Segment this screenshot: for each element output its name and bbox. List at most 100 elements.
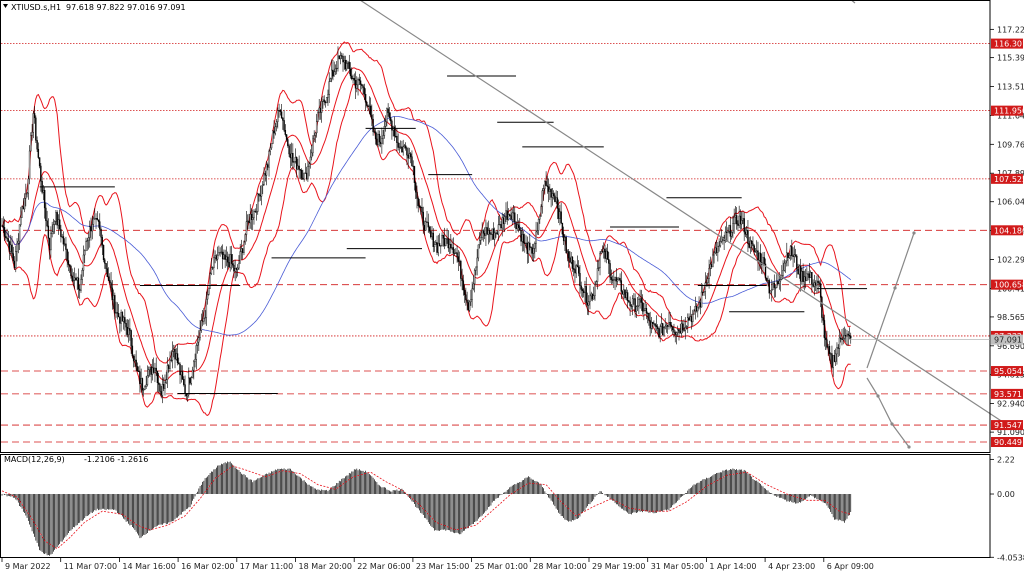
candle-body bbox=[165, 379, 167, 384]
candle-body bbox=[87, 237, 90, 241]
candle-body bbox=[529, 242, 531, 248]
candle-body bbox=[89, 226, 91, 238]
candle-body bbox=[259, 194, 261, 197]
candle-body bbox=[8, 241, 11, 252]
candle-body bbox=[615, 277, 618, 282]
level-tag-label: 95.054 bbox=[994, 367, 1022, 376]
candle-body bbox=[675, 332, 678, 335]
x-tick-label: 14 Mar 16:00 bbox=[122, 562, 175, 571]
candle-body bbox=[205, 298, 208, 318]
macd-indicator-name: MACD(12,26,9) bbox=[4, 455, 65, 464]
chevron-down-icon[interactable] bbox=[3, 4, 8, 8]
candle-body bbox=[372, 118, 374, 133]
level-tag-label: 90.449 bbox=[994, 438, 1022, 447]
candle-body bbox=[244, 234, 246, 243]
candle-body bbox=[430, 231, 432, 238]
candle-body bbox=[534, 243, 536, 249]
candle-body bbox=[530, 247, 532, 249]
candle-body bbox=[373, 131, 376, 133]
candle-body bbox=[818, 282, 821, 284]
candle-body bbox=[70, 266, 72, 277]
candle-body bbox=[249, 213, 251, 224]
candle-body bbox=[822, 317, 824, 321]
candle-body bbox=[485, 227, 487, 236]
candle-body bbox=[30, 135, 32, 152]
candle-body bbox=[452, 247, 455, 254]
candle-body bbox=[544, 181, 546, 189]
candle-body bbox=[189, 377, 191, 384]
candle-body bbox=[660, 323, 663, 327]
candle-body bbox=[638, 299, 640, 307]
candle-body bbox=[576, 265, 579, 268]
candle-body bbox=[688, 317, 690, 321]
candle-body bbox=[446, 238, 448, 240]
candle-body bbox=[751, 240, 753, 244]
candle-body bbox=[620, 280, 623, 292]
trendline-drawings[interactable] bbox=[359, 0, 1013, 449]
candle-body bbox=[45, 207, 47, 221]
candle-body bbox=[336, 67, 338, 70]
candle-body bbox=[320, 101, 323, 113]
candle-body bbox=[488, 230, 491, 235]
y-tick-label: 96.690 bbox=[997, 342, 1024, 351]
candle-body bbox=[659, 326, 661, 338]
candle-body bbox=[242, 248, 244, 253]
candle-body bbox=[491, 228, 493, 235]
candle-body bbox=[827, 346, 829, 348]
ohlc-readout: 97.618 97.822 97.016 97.091 bbox=[66, 3, 186, 12]
candle-body bbox=[524, 242, 526, 244]
candle-body bbox=[547, 186, 550, 192]
candle-body bbox=[628, 300, 630, 303]
candle-body bbox=[374, 131, 377, 140]
candle-body bbox=[833, 355, 836, 362]
candle-body bbox=[512, 212, 515, 214]
candle-body bbox=[680, 323, 683, 334]
candle-body bbox=[840, 337, 842, 340]
candle-body bbox=[837, 347, 839, 349]
candle-body bbox=[768, 280, 770, 294]
candle-body bbox=[40, 165, 42, 182]
candle-body bbox=[677, 329, 679, 334]
candle-body bbox=[442, 234, 444, 239]
candle-body bbox=[771, 289, 773, 292]
candle-body bbox=[542, 188, 545, 191]
candle-body bbox=[210, 267, 213, 274]
candle-body bbox=[511, 212, 513, 220]
candle-body bbox=[502, 217, 505, 224]
candle-body bbox=[663, 327, 665, 336]
candle-body bbox=[352, 78, 354, 80]
candle-body bbox=[203, 317, 205, 322]
candle-body bbox=[823, 320, 826, 339]
candle-body bbox=[655, 325, 658, 327]
candle-body bbox=[175, 353, 177, 360]
candle-body bbox=[35, 117, 37, 141]
candle-body bbox=[298, 165, 300, 170]
candle-body bbox=[396, 135, 398, 143]
candle-body bbox=[645, 308, 648, 314]
candle-body bbox=[560, 211, 562, 224]
candle-body bbox=[234, 268, 236, 272]
candle-body bbox=[252, 217, 254, 220]
candle-body bbox=[264, 173, 266, 176]
candle-body bbox=[132, 355, 135, 362]
candle-body bbox=[710, 264, 713, 268]
candle-body bbox=[550, 189, 552, 198]
candle-body bbox=[656, 326, 659, 329]
candle-body bbox=[744, 231, 747, 235]
candle-body bbox=[160, 391, 162, 396]
candle-body bbox=[806, 273, 808, 281]
candle-body bbox=[554, 195, 556, 202]
candle-body bbox=[342, 56, 344, 63]
candle-body bbox=[48, 238, 51, 251]
candle-body bbox=[646, 312, 649, 314]
candle-body bbox=[643, 310, 645, 312]
candle-body bbox=[624, 289, 626, 299]
candle-body bbox=[201, 320, 204, 322]
macd-signal-line bbox=[1, 465, 851, 550]
candle-body bbox=[179, 363, 181, 376]
candle-body bbox=[836, 347, 838, 355]
candle-body bbox=[782, 270, 784, 276]
candle-body bbox=[747, 230, 749, 244]
